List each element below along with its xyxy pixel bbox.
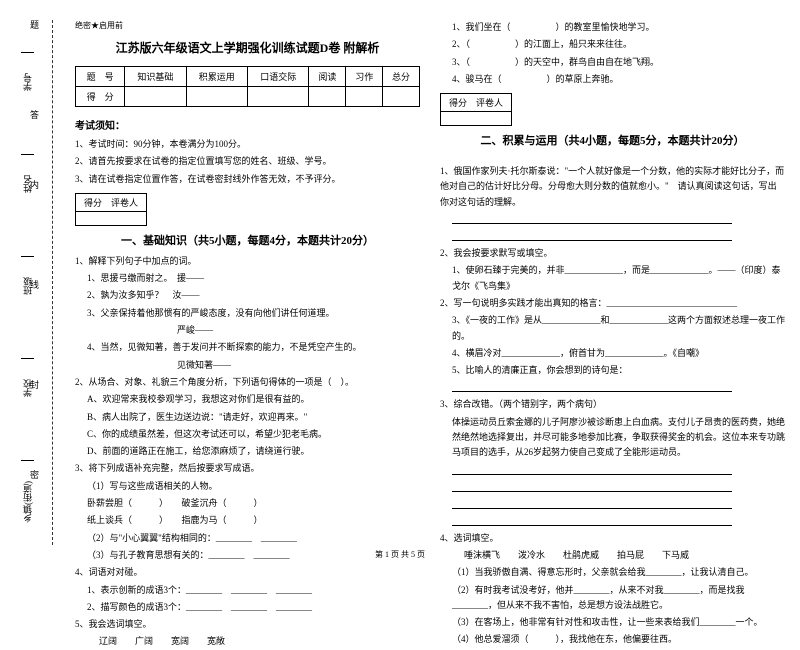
page-footer: 第 1 页 共 5 页 — [0, 549, 800, 560]
scorer-box: 得分 评卷人 — [75, 193, 147, 226]
right-column: 1、我们坐在（ ）的教室里愉快地学习。 2、（ ）的江面上，船只来来往往。 3、… — [440, 20, 785, 555]
seal-text-feng: 封 — [28, 380, 41, 389]
score-cell[interactable] — [125, 87, 186, 107]
th-6: 总分 — [383, 67, 420, 87]
q5-stem: 5、我会选词填空。 — [75, 617, 420, 632]
r4-stem: 4、选词填空。 — [440, 531, 785, 546]
q1-stem: 1、解释下列句子中加点的词。 — [75, 254, 420, 269]
answer-line[interactable] — [452, 382, 732, 392]
label-banji: 班级 — [21, 256, 34, 295]
th-5: 习作 — [346, 67, 383, 87]
answer-line[interactable] — [452, 482, 732, 492]
th-3: 口语交际 — [247, 67, 308, 87]
label-xuexiao: 学校 — [21, 358, 34, 397]
r3-stem: 3、综合改错。（两个错别字，两个病句） — [440, 397, 785, 412]
part2-title: 二、积累与运用（共4小题，每题5分，本题共计20分） — [440, 132, 785, 148]
left-column: 绝密★启用前 江苏版六年级语文上学期强化训练试题D卷 附解析 题 号 知识基础 … — [75, 20, 420, 555]
main-content: 绝密★启用前 江苏版六年级语文上学期强化训练试题D卷 附解析 题 号 知识基础 … — [50, 20, 785, 555]
answer-line[interactable] — [452, 465, 732, 475]
seal-text-ti: 题 — [28, 20, 41, 29]
score-table: 题 号 知识基础 积累运用 口语交际 阅读 习作 总分 得 分 — [75, 66, 420, 107]
notice-1: 1、考试时间：90分钟，本卷满分为100分。 — [75, 137, 420, 152]
th-2: 积累运用 — [186, 67, 247, 87]
scorer-box-2: 得分 评卷人 — [440, 93, 512, 126]
answer-line[interactable] — [452, 214, 732, 224]
seal-text-nei: 内 — [28, 180, 41, 189]
r1-stem: 1、俄国作家列夫·托尔斯泰说："一个人就好像是一个分数，他的实际才能好比分子，而… — [440, 164, 785, 210]
answer-line[interactable] — [452, 499, 732, 509]
exam-title: 江苏版六年级语文上学期强化训练试题D卷 附解析 — [75, 39, 420, 56]
seal-line — [52, 20, 53, 545]
th-4: 阅读 — [309, 67, 346, 87]
seal-text-da: 答 — [28, 110, 41, 119]
th-0: 题 号 — [76, 67, 125, 87]
q4-stem: 4、词语对对碰。 — [75, 565, 420, 580]
seal-text-mi: 密 — [28, 470, 41, 479]
notice-2: 2、请首先按要求在试卷的指定位置填写您的姓名、班级、学号。 — [75, 154, 420, 169]
part1-title: 一、基础知识（共5小题，每题4分，本题共计20分） — [75, 232, 420, 248]
r2-stem: 2、我会按要求默写或填空。 — [440, 246, 785, 261]
answer-line[interactable] — [452, 231, 732, 241]
label-xuehao: 学号 — [21, 52, 34, 91]
notice-3: 3、请在试卷指定位置作答，在试卷密封线外作答无效，不予评分。 — [75, 172, 420, 187]
secrecy-mark: 绝密★启用前 — [75, 20, 420, 31]
seal-text-xian: 线 — [28, 280, 41, 289]
score-row-label: 得 分 — [76, 87, 125, 107]
th-1: 知识基础 — [125, 67, 186, 87]
r3-text: 体操运动员丘索金娜的儿子阿廖沙被诊断患上白血病。支付儿子昂贵的医药费，她绝然绝然… — [440, 415, 785, 461]
q2-stem: 2、从场合、对象、礼貌三个角度分析，下列语句得体的一项是（ ）。 — [75, 375, 420, 390]
q3-stem: 3、将下列成语补充完整，然后按要求写成语。 — [75, 461, 420, 476]
answer-line[interactable] — [452, 516, 732, 526]
notice-title: 考试须知： — [75, 117, 420, 132]
